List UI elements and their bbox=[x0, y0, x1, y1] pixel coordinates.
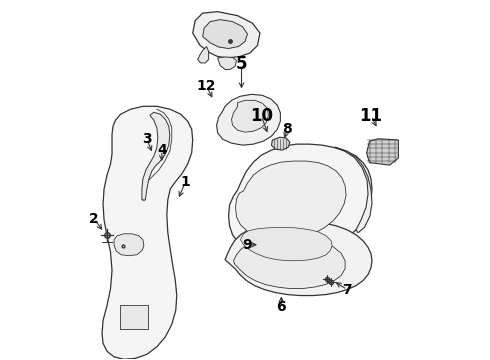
Text: 4: 4 bbox=[157, 143, 167, 157]
Polygon shape bbox=[367, 139, 398, 165]
Text: 9: 9 bbox=[243, 238, 252, 252]
Polygon shape bbox=[142, 112, 170, 200]
Text: 3: 3 bbox=[142, 132, 152, 146]
Text: 12: 12 bbox=[197, 79, 217, 93]
Text: 2: 2 bbox=[89, 212, 99, 226]
Polygon shape bbox=[218, 57, 237, 69]
Polygon shape bbox=[121, 305, 148, 329]
Polygon shape bbox=[234, 236, 345, 289]
Text: 5: 5 bbox=[236, 55, 247, 73]
Polygon shape bbox=[114, 234, 144, 256]
Polygon shape bbox=[236, 161, 346, 241]
Text: 10: 10 bbox=[250, 107, 273, 125]
Polygon shape bbox=[197, 46, 209, 63]
Text: 7: 7 bbox=[343, 283, 352, 297]
Polygon shape bbox=[193, 12, 260, 58]
Text: 8: 8 bbox=[282, 122, 292, 136]
Text: 6: 6 bbox=[276, 300, 286, 314]
Text: 1: 1 bbox=[180, 175, 190, 189]
Text: 11: 11 bbox=[360, 107, 383, 125]
Polygon shape bbox=[217, 94, 280, 145]
Polygon shape bbox=[203, 20, 247, 49]
Polygon shape bbox=[228, 144, 372, 258]
Polygon shape bbox=[232, 100, 269, 132]
Polygon shape bbox=[335, 147, 372, 233]
Polygon shape bbox=[102, 106, 193, 359]
Polygon shape bbox=[271, 137, 290, 150]
Polygon shape bbox=[225, 221, 372, 296]
Polygon shape bbox=[241, 227, 332, 261]
